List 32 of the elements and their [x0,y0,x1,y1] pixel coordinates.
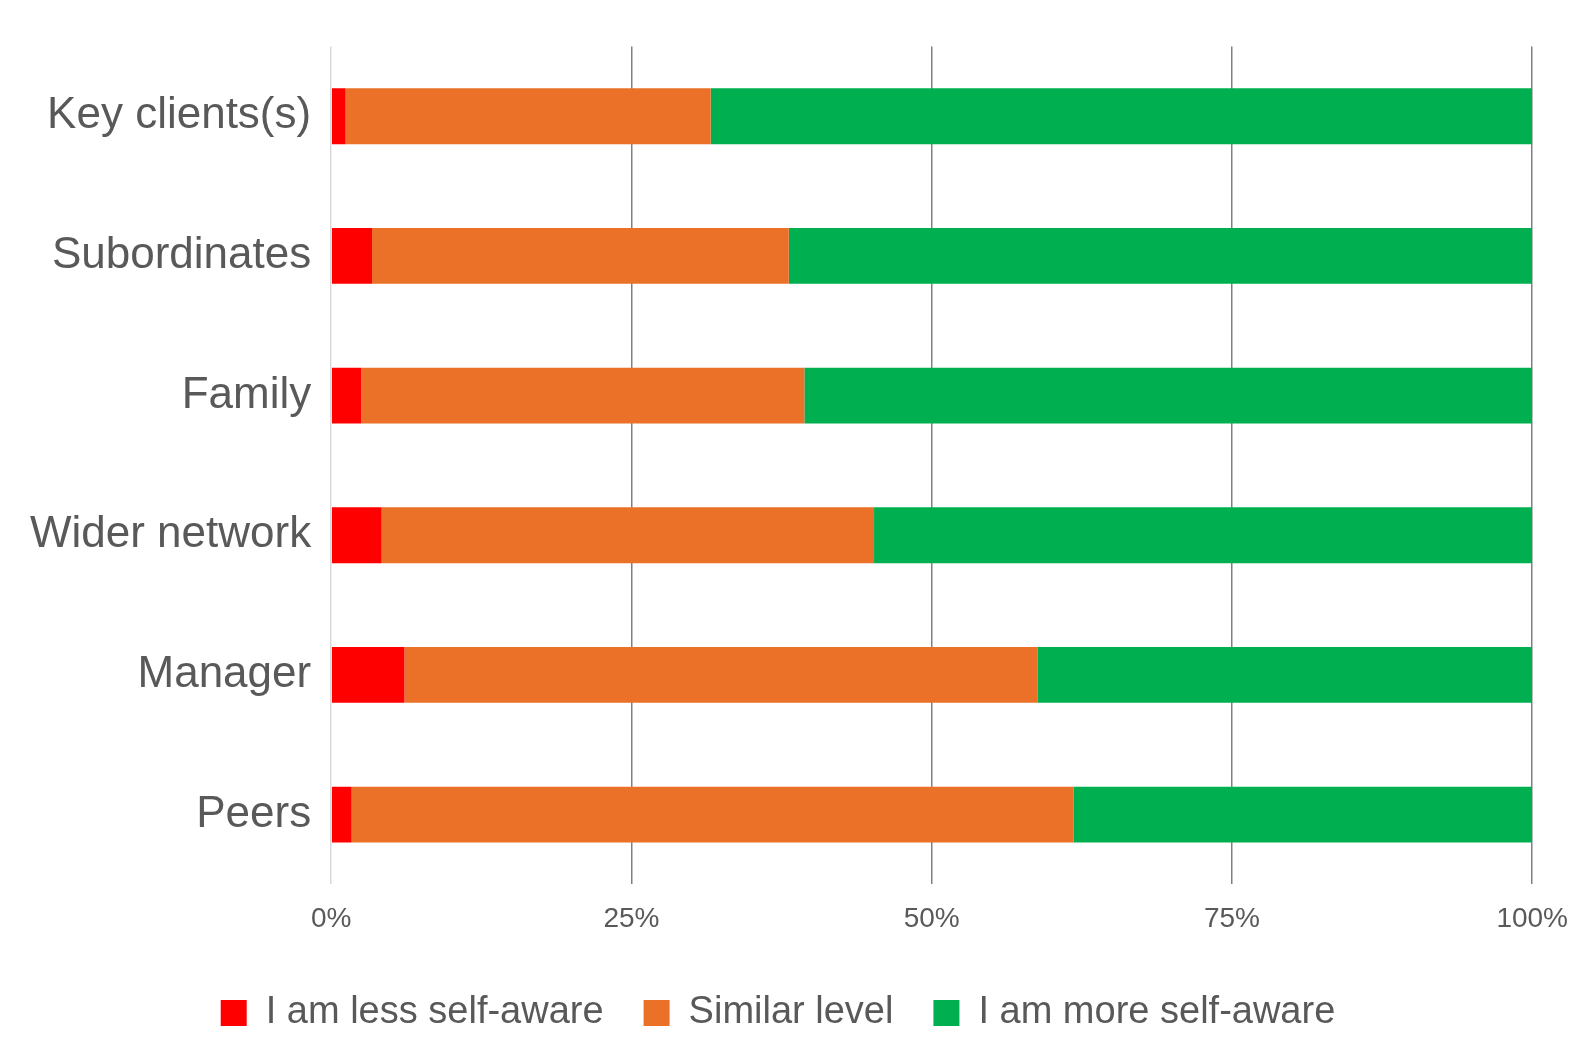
y-tick-label: Family [181,367,312,417]
bar [351,786,1074,843]
bar [874,507,1533,564]
bar [710,88,1533,145]
x-tick-label: 75% [1203,901,1260,933]
bar [331,507,382,564]
bar [404,646,1038,703]
x-tick-label: 50% [903,901,960,933]
bar [788,227,1533,284]
bar [361,367,805,424]
y-tick-label: Manager [137,647,312,697]
y-tick-label: Peers [196,786,312,836]
y-tick-label: Wider network [30,507,313,557]
bar [331,88,346,145]
y-tick-label: Subordinates [51,228,312,278]
x-tick-label: 25% [603,901,660,933]
x-tick-label: 100% [1496,901,1569,933]
bar [804,367,1533,424]
bar [331,227,373,284]
bar [1073,786,1533,843]
legend-label: Similar level [688,989,894,1032]
bar [372,227,789,284]
bar [331,646,405,703]
bar [1037,646,1533,703]
y-tick-label: Key clients(s) [47,88,312,138]
legend-label: I am more self-aware [978,989,1336,1032]
x-tick-label: 0% [310,901,352,933]
bar [345,88,711,145]
legend-label: I am less self-aware [265,989,604,1032]
bar [381,507,875,564]
bar [331,786,352,843]
bar [331,367,362,424]
